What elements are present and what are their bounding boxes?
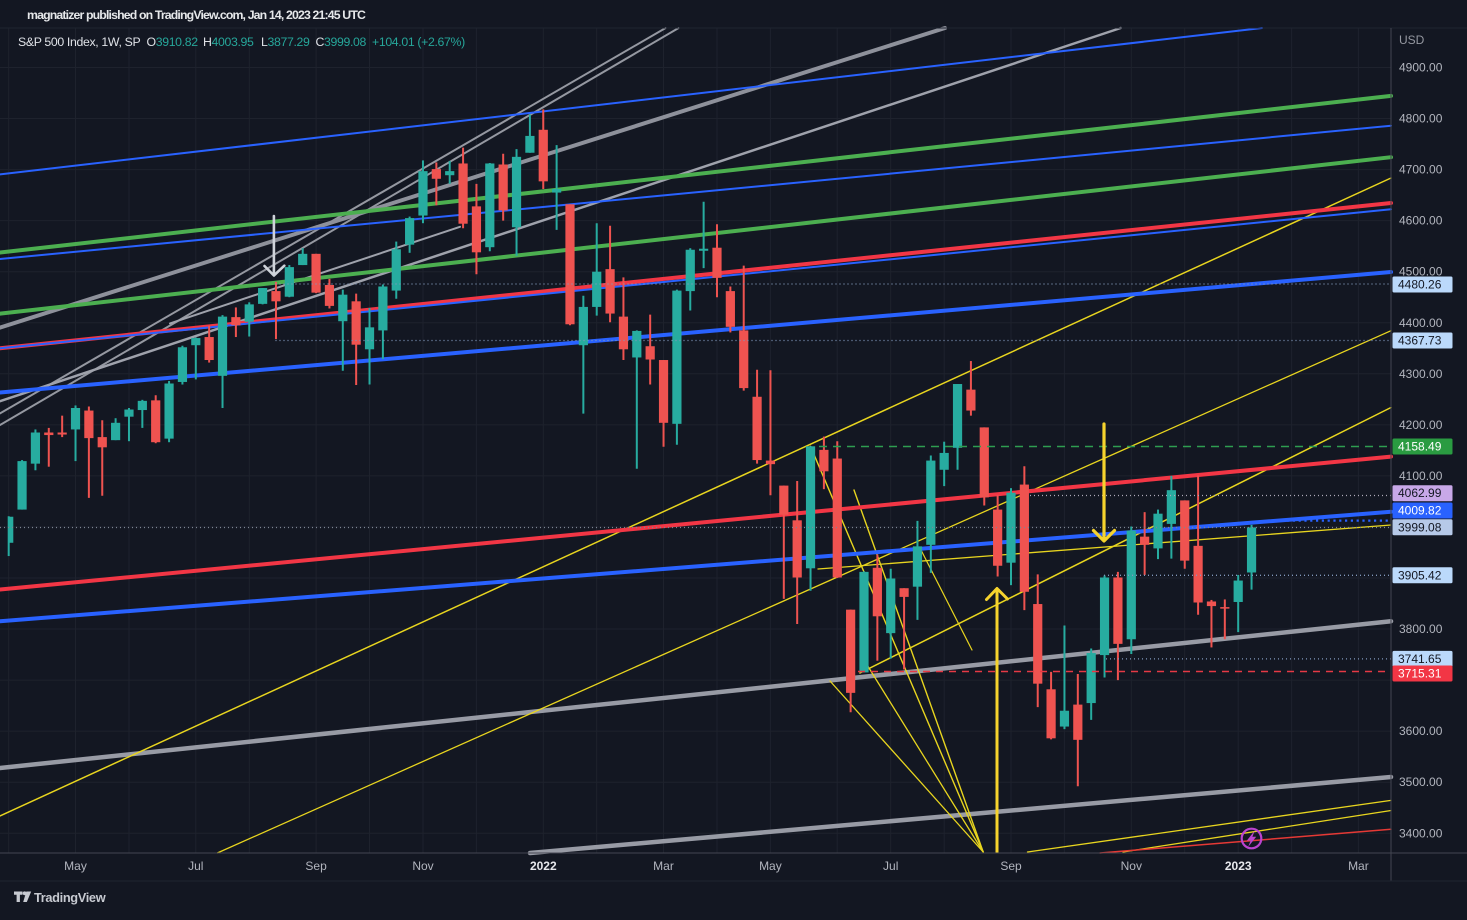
svg-text:3905.42: 3905.42 <box>1398 568 1442 582</box>
svg-text:4400.00: 4400.00 <box>1399 316 1443 330</box>
svg-text:4158.49: 4158.49 <box>1398 440 1442 454</box>
svg-text:4062.99: 4062.99 <box>1398 486 1442 500</box>
svg-text:H4003.95: H4003.95 <box>203 35 254 49</box>
svg-text:Jul: Jul <box>883 859 898 873</box>
svg-text:Mar: Mar <box>653 859 674 873</box>
svg-text:L3877.29: L3877.29 <box>261 35 310 49</box>
svg-text:O3910.82: O3910.82 <box>147 35 199 49</box>
svg-text:Nov: Nov <box>412 859 433 873</box>
svg-text:4300.00: 4300.00 <box>1399 367 1443 381</box>
svg-text:2023: 2023 <box>1225 859 1252 873</box>
svg-text:3500.00: 3500.00 <box>1399 775 1443 789</box>
svg-text:2022: 2022 <box>530 859 557 873</box>
svg-text:+104.01 (+2.67%): +104.01 (+2.67%) <box>372 35 465 49</box>
svg-text:3715.31: 3715.31 <box>1398 667 1442 681</box>
svg-text:4200.00: 4200.00 <box>1399 418 1443 432</box>
svg-text:4900.00: 4900.00 <box>1399 61 1443 75</box>
svg-text:USD: USD <box>1399 33 1425 47</box>
svg-text:3400.00: 3400.00 <box>1399 826 1443 840</box>
svg-text:3800.00: 3800.00 <box>1399 622 1443 636</box>
svg-text:magnatizer published on Tradin: magnatizer published on TradingView.com,… <box>27 8 366 22</box>
svg-text:S&P 500 Index, 1W, SP: S&P 500 Index, 1W, SP <box>18 35 140 49</box>
svg-text:Mar: Mar <box>1348 859 1369 873</box>
svg-text:4009.82: 4009.82 <box>1398 504 1442 518</box>
svg-text:3741.65: 3741.65 <box>1398 652 1442 666</box>
svg-text:Nov: Nov <box>1121 859 1142 873</box>
svg-text:3999.08: 3999.08 <box>1398 520 1442 534</box>
svg-text:4700.00: 4700.00 <box>1399 163 1443 177</box>
svg-text:4480.26: 4480.26 <box>1398 278 1442 292</box>
svg-text:May: May <box>759 859 782 873</box>
svg-text:Sep: Sep <box>305 859 327 873</box>
svg-text:4100.00: 4100.00 <box>1399 469 1443 483</box>
svg-text:May: May <box>64 859 87 873</box>
svg-text:4367.73: 4367.73 <box>1398 334 1442 348</box>
svg-text:4600.00: 4600.00 <box>1399 214 1443 228</box>
svg-text:TradingView: TradingView <box>34 890 106 905</box>
svg-text:C3999.08: C3999.08 <box>316 35 367 49</box>
svg-text:Jul: Jul <box>188 859 203 873</box>
svg-text:Sep: Sep <box>1000 859 1022 873</box>
svg-text:4500.00: 4500.00 <box>1399 265 1443 279</box>
svg-text:4800.00: 4800.00 <box>1399 112 1443 126</box>
svg-text:3600.00: 3600.00 <box>1399 724 1443 738</box>
